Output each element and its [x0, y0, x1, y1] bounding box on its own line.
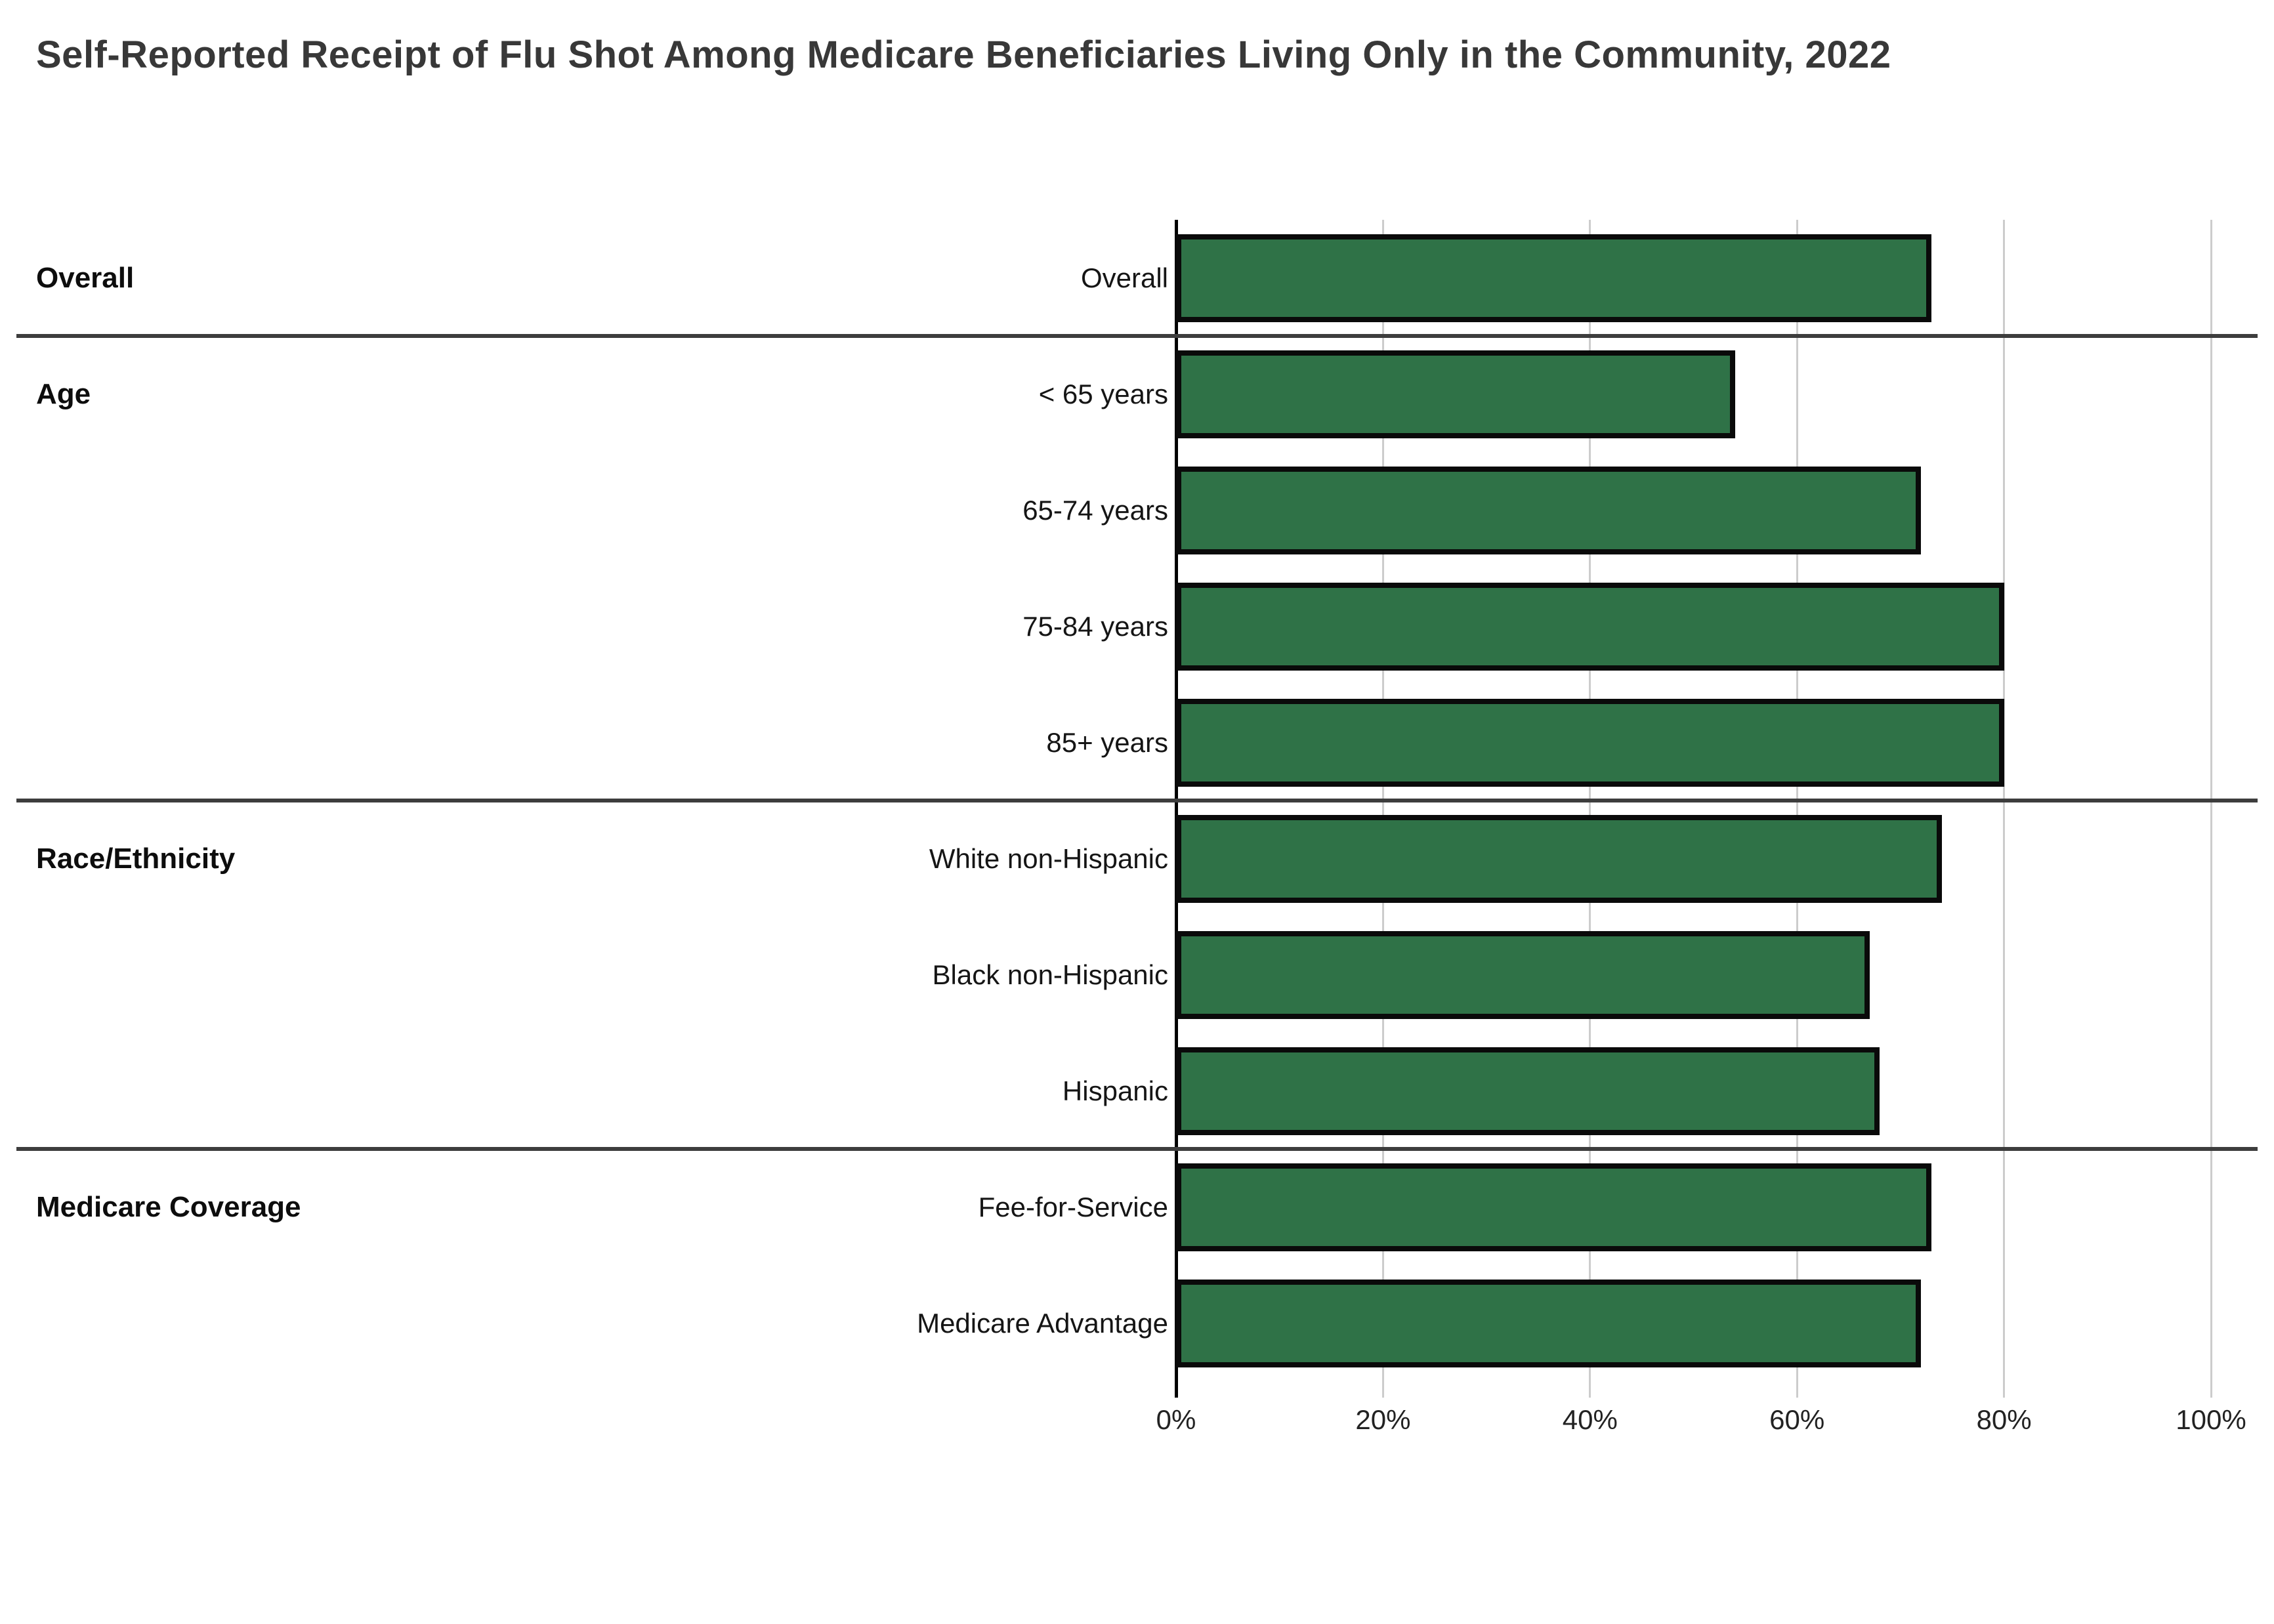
x-tick-label: 100%	[2176, 1404, 2246, 1435]
gridline	[1589, 220, 1591, 1398]
x-tick-label: 60%	[1769, 1404, 1825, 1435]
row-label: Hispanic	[1062, 1075, 1168, 1106]
x-tick-label: 40%	[1562, 1404, 1618, 1435]
chart-title: Self-Reported Receipt of Flu Shot Among …	[36, 33, 1891, 76]
bar	[1176, 930, 1870, 1019]
row-label: Fee-for-Service	[978, 1191, 1168, 1222]
row-label: 65-74 years	[1022, 494, 1168, 526]
bar	[1176, 1047, 1880, 1135]
row-label: Black non-Hispanic	[932, 959, 1168, 990]
bar	[1176, 698, 2004, 787]
gridline	[1796, 220, 1798, 1398]
group-label: Overall	[36, 261, 135, 294]
bar	[1176, 234, 1932, 322]
section-divider	[16, 334, 2258, 338]
group-label: Medicare Coverage	[36, 1190, 301, 1223]
row-label: Medicare Advantage	[917, 1307, 1168, 1339]
bar	[1176, 1279, 1922, 1367]
row-label: Overall	[1080, 262, 1168, 293]
gridline	[2210, 220, 2212, 1398]
gridline	[2003, 220, 2006, 1398]
row-label: 75-84 years	[1022, 610, 1168, 642]
x-tick-label: 0%	[1156, 1404, 1196, 1435]
bar	[1176, 466, 1922, 554]
row-label: 85+ years	[1046, 726, 1168, 758]
section-divider	[16, 1147, 2258, 1151]
bar	[1176, 350, 1735, 438]
bar	[1176, 814, 1942, 903]
section-divider	[16, 799, 2258, 802]
row-label: White non-Hispanic	[929, 843, 1168, 874]
group-label: Race/Ethnicity	[36, 842, 236, 875]
bar	[1176, 1163, 1932, 1251]
x-tick-label: 20%	[1355, 1404, 1411, 1435]
group-label: Age	[36, 377, 91, 410]
row-label: < 65 years	[1038, 378, 1168, 409]
y-axis-line	[1174, 220, 1178, 1398]
gridline	[1381, 220, 1384, 1398]
x-tick-label: 80%	[1976, 1404, 2032, 1435]
bar	[1176, 582, 2004, 671]
